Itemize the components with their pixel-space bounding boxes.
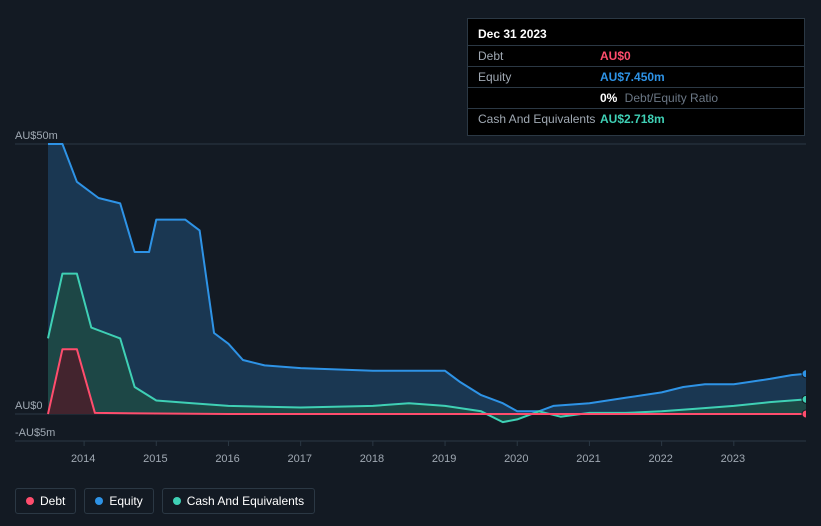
y-axis-label: AU$50m: [15, 130, 58, 142]
legend-item-cash-and-equivalents[interactable]: Cash And Equivalents: [162, 488, 315, 514]
x-axis-label: 2018: [336, 453, 408, 465]
x-axis-label: 2017: [264, 453, 336, 465]
legend-item-equity[interactable]: Equity: [84, 488, 153, 514]
x-axis-label: 2023: [697, 453, 769, 465]
tooltip-row-label: [478, 90, 600, 106]
tooltip-row: EquityAU$7.450m: [468, 66, 804, 87]
endpoint-marker-equity: [802, 370, 806, 378]
tooltip-row: DebtAU$0: [468, 45, 804, 66]
endpoint-marker-cash: [802, 395, 806, 403]
debt-equity-chart[interactable]: [15, 122, 806, 467]
tooltip-row-label: Equity: [478, 69, 600, 85]
endpoint-marker-debt: [802, 410, 806, 418]
x-axis-label: 2021: [552, 453, 624, 465]
x-axis-label: 2016: [191, 453, 263, 465]
tooltip-panel: Dec 31 2023 DebtAU$0EquityAU$7.450m0% De…: [467, 18, 805, 136]
chart-container: AU$50m AU$0 -AU$5m 20142015201620172018201…: [15, 122, 806, 467]
legend-dot: [173, 497, 181, 505]
tooltip-row-value: AU$7.450m: [600, 69, 665, 85]
legend-dot: [26, 497, 34, 505]
tooltip-row: 0% Debt/Equity Ratio: [468, 87, 804, 108]
y-axis-label: AU$0: [15, 400, 43, 412]
tooltip-row-sub: Debt/Equity Ratio: [621, 91, 718, 105]
legend: Debt Equity Cash And Equivalents: [15, 488, 315, 514]
x-axis-label: 2019: [408, 453, 480, 465]
legend-dot: [95, 497, 103, 505]
tooltip-row-label: Debt: [478, 48, 600, 64]
x-axis-label: 2022: [625, 453, 697, 465]
legend-label: Equity: [109, 494, 142, 508]
y-axis-label: -AU$5m: [15, 427, 55, 439]
equity-area: [48, 144, 806, 414]
x-axis-label: 2020: [480, 453, 552, 465]
x-axis-label: 2014: [47, 453, 119, 465]
tooltip-date: Dec 31 2023: [468, 25, 804, 45]
x-axis-label: 2015: [119, 453, 191, 465]
tooltip-row-value: AU$0: [600, 48, 631, 64]
legend-label: Cash And Equivalents: [187, 494, 304, 508]
legend-item-debt[interactable]: Debt: [15, 488, 76, 514]
legend-label: Debt: [40, 494, 65, 508]
tooltip-row-value: 0% Debt/Equity Ratio: [600, 90, 718, 106]
